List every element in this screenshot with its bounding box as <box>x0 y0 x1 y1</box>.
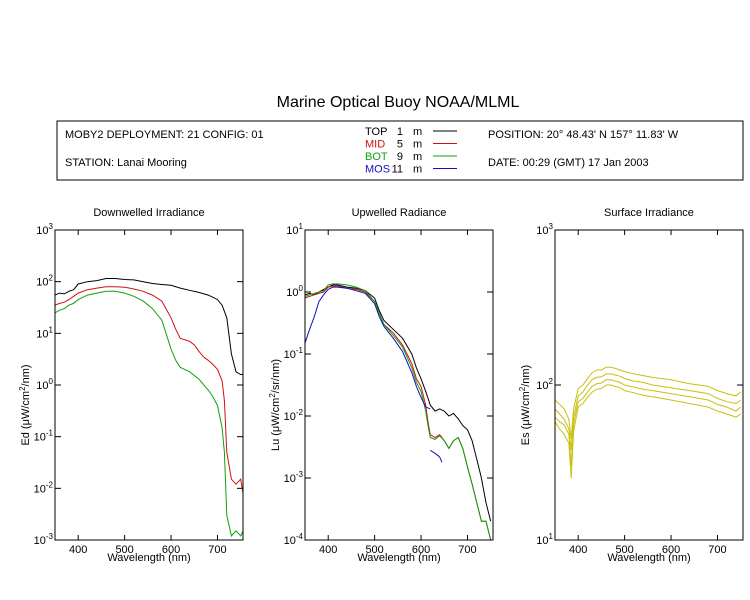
series-line-mos <box>430 449 443 463</box>
series-line-es-2 <box>555 379 742 467</box>
y-tick-label: 10-2 <box>34 480 54 495</box>
legend-item-mos: MOS 11 m <box>365 164 457 176</box>
legend-code: BOT <box>365 151 388 163</box>
legend-code: TOP <box>365 126 387 138</box>
series-group <box>555 366 742 479</box>
series-line-es-3 <box>555 384 741 479</box>
station-text: STATION: Lanai Mooring <box>65 157 187 169</box>
x-tick-label: 600 <box>412 544 430 556</box>
x-axis-label: Wavelength (nm) <box>107 552 190 564</box>
position-text: POSITION: 20° 48.43' N 157° 11.83' W <box>488 129 679 141</box>
x-tick-label: 700 <box>208 544 226 556</box>
legend-depth: 9 <box>397 151 403 163</box>
x-tick-label: 700 <box>708 544 726 556</box>
x-axis-label: Wavelength (nm) <box>357 552 440 564</box>
legend-depth: 11 <box>392 164 403 176</box>
y-axis-label: Ed (μW/cm2/nm) <box>18 364 32 445</box>
x-tick-label: 400 <box>569 544 587 556</box>
legend-unit: m <box>413 151 422 163</box>
y-tick-label: 100 <box>286 284 303 299</box>
x-tick-label: 500 <box>615 544 633 556</box>
y-tick-label: 101 <box>536 532 553 547</box>
y-tick-label: 102 <box>536 377 553 392</box>
legend-item-top: TOP 1 m <box>365 126 457 138</box>
series-group <box>305 283 492 540</box>
x-tick-label: 600 <box>162 544 180 556</box>
series-line-es-1 <box>555 373 741 451</box>
panel-upwelled-radiance: Upwelled Radiance 400 500 600 700 Wavelength … <box>268 207 494 564</box>
series-line-es-0 <box>555 366 742 439</box>
info-box-frame <box>56 120 744 181</box>
legend-depth: 5 <box>397 139 403 151</box>
legend-item-bot: BOT 9 m <box>365 151 457 163</box>
x-tick-label: 400 <box>319 544 337 556</box>
panel-title: Upwelled Radiance <box>352 207 447 219</box>
y-tick-label: 101 <box>286 222 303 237</box>
legend-unit: m <box>413 126 422 138</box>
legend-depth: 1 <box>397 126 403 138</box>
y-tick-label: 10-1 <box>34 429 54 444</box>
legend-unit: m <box>413 164 422 176</box>
x-axis-label: Wavelength (nm) <box>607 552 690 564</box>
panel-title: Downwelled Irradiance <box>93 207 204 219</box>
panel-title: Surface Irradiance <box>604 207 694 219</box>
deployment-text: MOBY2 DEPLOYMENT: 21 CONFIG: 01 <box>65 129 264 141</box>
x-tick-label: 700 <box>458 544 476 556</box>
info-box: MOBY2 DEPLOYMENT: 21 CONFIG: 01 STATION:… <box>56 120 744 181</box>
x-tick-label: 500 <box>115 544 133 556</box>
y-axis-label: Es (μW/cm2/nm) <box>518 365 532 445</box>
y-tick-label: 100 <box>36 377 53 392</box>
y-tick-label: 10-3 <box>34 532 54 547</box>
x-tick-label: 500 <box>365 544 383 556</box>
y-tick-label: 10-3 <box>284 470 304 485</box>
legend-unit: m <box>413 139 422 151</box>
series-line-top <box>305 284 492 522</box>
figure-title: Marine Optical Buoy NOAA/MLML <box>277 94 520 111</box>
x-tick-label: 400 <box>69 544 87 556</box>
panel-surface-irradiance: Surface Irradiance 400 500 600 700 Wavelength… <box>518 207 744 564</box>
panel-downwelled-irradiance: Downwelled Irradiance 400 500 600 700 Wavelen… <box>18 207 244 564</box>
series-line-bot <box>305 283 492 540</box>
y-tick-label: 10-4 <box>284 532 304 547</box>
date-text: DATE: 00:29 (GMT) 17 Jan 2003 <box>488 157 649 169</box>
y-axis-label: Lu (μW/cm2/sr/nm) <box>268 359 282 451</box>
series-group <box>55 278 243 537</box>
y-tick-label: 10-1 <box>284 346 304 361</box>
y-tick-label: 10-2 <box>284 408 304 423</box>
x-tick-label: 600 <box>662 544 680 556</box>
y-tick-label: 102 <box>36 274 53 289</box>
y-tick-label: 103 <box>36 222 53 237</box>
y-tick-label: 103 <box>536 222 553 237</box>
plot-frame <box>304 229 494 541</box>
legend-item-mid: MID 5 m <box>365 139 457 151</box>
series-line-bot <box>55 290 243 537</box>
series-line-mos <box>305 286 431 410</box>
legend-code: MID <box>365 139 385 151</box>
series-line-top <box>55 278 243 375</box>
legend-code: MOS <box>365 164 390 176</box>
series-line-mid <box>55 286 243 494</box>
y-tick-label: 101 <box>36 325 53 340</box>
